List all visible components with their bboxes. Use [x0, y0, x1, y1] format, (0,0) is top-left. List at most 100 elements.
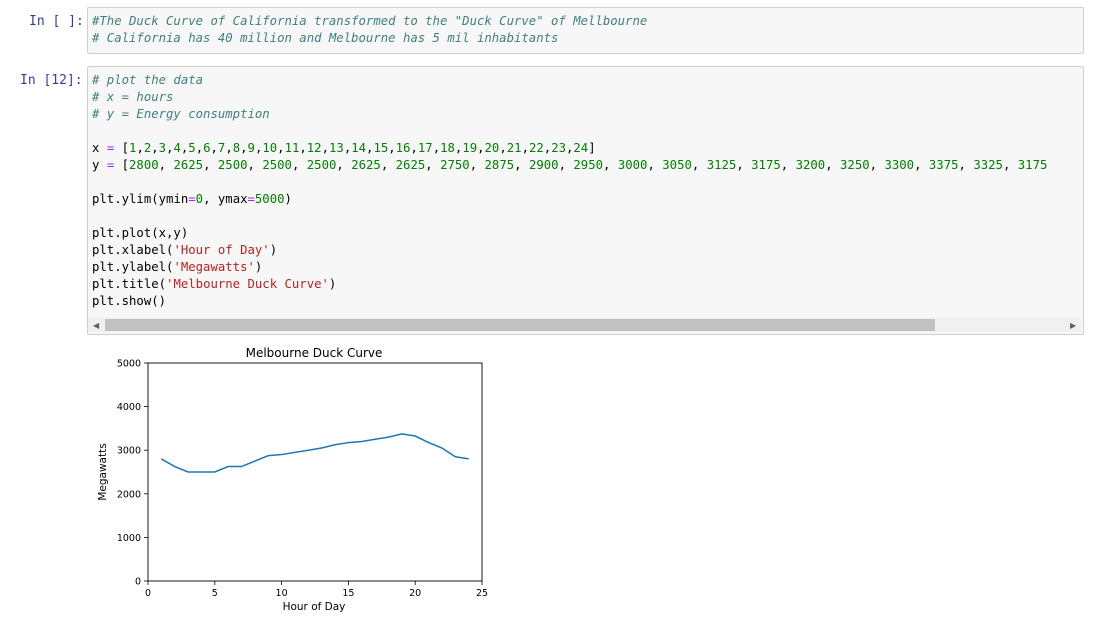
code-token: ,: [558, 158, 574, 172]
code-cell-input[interactable]: [87, 66, 1084, 335]
code-token: ,: [647, 158, 663, 172]
code-token: ,: [691, 158, 707, 172]
code-token: ): [284, 192, 292, 206]
code-token: 20: [484, 141, 500, 155]
code-token: ,: [1002, 158, 1018, 172]
code-token: plt.show(): [92, 294, 167, 308]
code-token: ,: [514, 158, 529, 172]
code-token: ,: [914, 158, 929, 172]
y-tick-label: 4000: [117, 402, 141, 413]
code-token: ,: [380, 158, 396, 172]
code-cell-input[interactable]: [87, 7, 1084, 54]
code-line: plt.ylim(ymin=0, ymax=5000): [92, 191, 1077, 208]
code-line: [92, 123, 1077, 140]
code-token: 3200: [795, 158, 826, 172]
code-token: ,: [388, 141, 396, 155]
code-line: # y = Energy consumption: [92, 106, 1077, 123]
code-token: ,: [225, 141, 233, 155]
code-token: 0: [195, 192, 204, 206]
code-token: ,: [203, 158, 218, 172]
code-token: plt.ylabel(: [92, 260, 174, 274]
code-line: [92, 174, 1077, 191]
code-token: 3000: [617, 158, 648, 172]
code-token: ,: [410, 141, 418, 155]
code-token: 3250: [840, 158, 870, 172]
code-token: ,: [336, 158, 352, 172]
code-token: 22: [528, 141, 544, 155]
code-token: 3175: [751, 158, 781, 172]
code-token: ,: [736, 158, 752, 172]
code-token: =: [106, 141, 115, 155]
code-token: ,: [343, 141, 352, 155]
code-token: 3325: [973, 158, 1003, 172]
code-token: plt: [92, 192, 115, 206]
code-token: 18: [440, 141, 455, 155]
code-token: =: [247, 192, 255, 206]
code-token: 2800: [129, 158, 159, 172]
code-editor[interactable]: # plot the data # x = hours # y = Energy c…: [92, 72, 1077, 312]
plot-area: [147, 362, 483, 582]
code-token: 6: [203, 141, 211, 155]
code-token: ,: [195, 141, 204, 155]
code-token: ,: [958, 158, 974, 172]
code-token: 8: [232, 141, 241, 155]
y-axis-label: Megawatts: [97, 443, 109, 500]
code-editor[interactable]: #The Duck Curve of California transforme…: [92, 13, 1077, 49]
code-line: plt.title('Melbourne Duck Curve'): [92, 276, 1077, 293]
chart-output: Melbourne Duck Curve 0 5 10 15 20 25 0 1000 200…: [97, 346, 488, 613]
code-token: 15: [373, 141, 389, 155]
scrollbar-thumb[interactable]: [105, 319, 935, 331]
code-token: 24: [573, 141, 589, 155]
code-token: ): [328, 277, 337, 291]
code-token: ): [254, 260, 263, 274]
y-tick-label: 3000: [117, 446, 141, 457]
code-line: plt.show(): [92, 293, 1077, 310]
code-token: 2875: [484, 158, 515, 172]
x-tick-label: 0: [145, 588, 151, 599]
code-token: # y = Energy consumption: [92, 107, 270, 121]
code-token: 23: [551, 141, 566, 155]
code-token: 13: [329, 141, 344, 155]
code-token: ,: [151, 141, 159, 155]
y-tick-label: 1000: [117, 533, 141, 544]
y-tick-label: 0: [135, 577, 141, 588]
code-token: 14: [351, 141, 367, 155]
code-token: [: [114, 141, 130, 155]
code-token: ,: [291, 158, 307, 172]
code-token: 16: [395, 141, 411, 155]
code-token: 19: [462, 141, 478, 155]
horizontal-scrollbar[interactable]: ◀ ▶: [88, 318, 1081, 332]
code-token: ,: [158, 158, 174, 172]
code-token: 21: [506, 141, 522, 155]
code-token: 5: [188, 141, 196, 155]
code-line: #The Duck Curve of California transforme…: [92, 13, 1077, 30]
code-token: 3125: [706, 158, 737, 172]
code-token: ,: [454, 141, 463, 155]
code-token: ,: [180, 141, 189, 155]
x-tick-label: 25: [476, 588, 488, 599]
code-token: 2500: [262, 158, 292, 172]
code-token: 9: [247, 141, 255, 155]
code-token: ,: [166, 141, 174, 155]
scroll-right-arrow-icon[interactable]: ▶: [1070, 321, 1077, 330]
code-token: plt.xlabel(: [92, 243, 174, 257]
code-token: 3050: [662, 158, 692, 172]
code-token: ,: [432, 141, 441, 155]
code-token: ,: [603, 158, 618, 172]
code-token: ,: [869, 158, 885, 172]
code-token: 11: [284, 141, 300, 155]
code-token: #The Duck Curve of California transforme…: [92, 14, 648, 28]
code-token: 4: [173, 141, 181, 155]
code-token: ,: [566, 141, 574, 155]
x-tick-label: 10: [276, 588, 288, 599]
series-line: [160, 433, 469, 473]
code-token: [: [114, 158, 130, 172]
x-tick-label: 5: [212, 588, 218, 599]
code-token: 3375: [928, 158, 959, 172]
code-token: ,: [780, 158, 796, 172]
code-token: ,: [210, 141, 218, 155]
scroll-left-arrow-icon[interactable]: ◀: [93, 321, 100, 330]
code-token: 3: [158, 141, 167, 155]
code-token: ,: [366, 141, 374, 155]
code-token: ,: [254, 141, 263, 155]
